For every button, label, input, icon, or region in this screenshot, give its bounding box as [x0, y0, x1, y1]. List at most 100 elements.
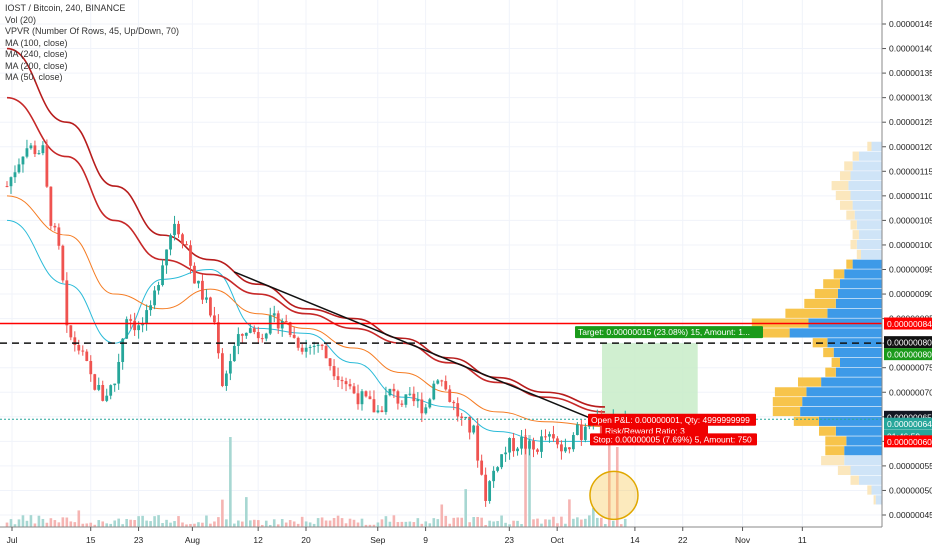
- vp-up-bar: [827, 308, 882, 318]
- candle-body: [540, 436, 543, 452]
- volume-bar: [37, 515, 41, 527]
- volume-bar: [564, 523, 567, 527]
- tag-target: 0.00000080: [887, 350, 932, 360]
- candle-body: [468, 416, 472, 433]
- volume-bar: [45, 522, 49, 527]
- volume-bar: [356, 522, 360, 527]
- volume-bar: [400, 521, 404, 527]
- vp-down-bar: [846, 259, 853, 269]
- legend-vpvr[interactable]: VPVR (Number Of Rows, 45, Up/Down, 70): [5, 26, 180, 36]
- volume-bar: [245, 497, 248, 527]
- volume-bar: [205, 515, 208, 527]
- volume-bar: [29, 515, 33, 527]
- candle-body: [109, 385, 113, 396]
- volume-bar: [615, 447, 619, 527]
- candle-body: [149, 305, 152, 311]
- vp-up-bar: [835, 426, 882, 436]
- y-tick-label: 0.00000105: [889, 215, 932, 225]
- volume-bar: [388, 521, 392, 527]
- y-tick-label: 0.00000120: [889, 142, 932, 152]
- y-tick-label: 0.00000100: [889, 240, 932, 250]
- volume-bar: [69, 521, 73, 527]
- volume-bar: [372, 524, 376, 527]
- volume-bar: [508, 524, 511, 527]
- vp-up-bar: [850, 171, 882, 181]
- candle-body: [177, 223, 180, 235]
- volume-bar: [97, 520, 101, 527]
- vp-up-bar: [840, 357, 882, 367]
- candle-body: [599, 417, 603, 438]
- volume-bar: [364, 524, 368, 527]
- x-tick-label: 15: [86, 535, 96, 545]
- volume-bar: [81, 523, 85, 527]
- volume-bar: [252, 519, 256, 527]
- candle-body: [420, 399, 424, 414]
- vp-down-bar: [793, 416, 819, 426]
- volume-bar: [576, 517, 579, 527]
- candle-body: [113, 383, 117, 386]
- vp-down-bar: [739, 328, 790, 338]
- candle-body: [169, 235, 172, 250]
- vp-up-bar: [852, 259, 882, 269]
- candle-body: [336, 376, 340, 380]
- candle-body: [575, 424, 579, 435]
- volume-bar: [588, 515, 591, 527]
- volume-bar: [89, 522, 93, 527]
- tag-resistance-bg: [884, 317, 932, 330]
- volume-bar: [412, 522, 416, 527]
- stop-label: Stop: 0.00000005 (7.69%) 5, Amount: 750: [593, 434, 752, 444]
- candle-body: [13, 172, 17, 178]
- candle-body: [320, 344, 324, 347]
- volume-bar: [448, 523, 452, 527]
- legend-ma200[interactable]: MA (200, close): [5, 60, 68, 71]
- vp-down-bar: [825, 367, 836, 377]
- volume-bar: [572, 518, 575, 527]
- volume-bar: [376, 522, 380, 527]
- volume-bar: [249, 520, 252, 527]
- candle-body: [444, 381, 448, 390]
- legend-ma50[interactable]: MA (50, close): [5, 72, 63, 82]
- risk-reward-label: Risk/Reward Ratio: 3: [605, 426, 685, 436]
- volume-bar: [532, 519, 535, 527]
- volume-bar: [49, 518, 53, 527]
- legend-ma240[interactable]: MA (240, close): [5, 49, 68, 59]
- candle-body: [244, 332, 248, 336]
- volume-bar: [237, 520, 240, 527]
- volume-bar: [360, 518, 364, 527]
- tag-last: 0.00000065: [887, 412, 932, 422]
- target-zone: [602, 343, 698, 417]
- candle-body: [89, 360, 93, 375]
- volume-bar: [193, 523, 196, 527]
- volume-bar: [272, 519, 276, 527]
- volume-bar: [623, 518, 627, 527]
- volume-bar: [568, 499, 571, 527]
- candle-body: [101, 385, 105, 401]
- y-tick-label: 0.00000055: [889, 461, 932, 471]
- candle-body: [360, 391, 364, 405]
- moving-averages: [6, 47, 606, 442]
- candle-body: [260, 338, 264, 340]
- candle-body: [137, 325, 141, 331]
- candle-body: [448, 389, 452, 402]
- tag-stop-bg: [884, 435, 932, 448]
- volume-bar: [512, 520, 515, 527]
- volume-bar: [292, 521, 296, 527]
- candle-body: [464, 416, 468, 419]
- vp-up-bar: [850, 190, 882, 201]
- legend-ma100[interactable]: MA (100, close): [5, 37, 68, 48]
- volume-bar: [304, 521, 308, 527]
- vp-down-bar: [837, 465, 851, 476]
- stop-label-bg: [590, 433, 757, 446]
- candle-body: [224, 373, 228, 386]
- volume-bar: [380, 519, 384, 527]
- candle-body: [488, 481, 492, 501]
- candle-body: [73, 337, 77, 346]
- y-tick-label: 0.00000115: [889, 166, 932, 176]
- legend-symbol[interactable]: IOST / Bitcoin, 240, BINANCE: [5, 3, 126, 13]
- candle-body: [37, 153, 41, 155]
- legend-vol[interactable]: Vol (20): [5, 14, 37, 25]
- target-label: Target: 0.00000015 (23.08%) 15, Amount: …: [578, 327, 750, 337]
- volume-bar: [241, 521, 244, 527]
